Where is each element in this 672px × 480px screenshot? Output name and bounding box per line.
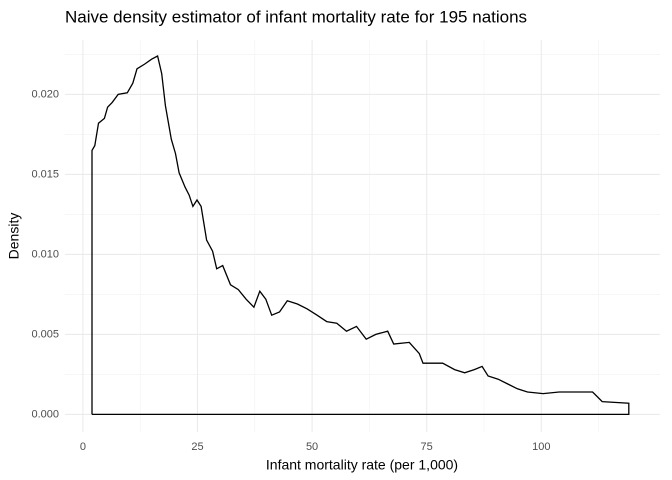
y-axis-title: Density [6, 213, 22, 260]
y-tick-label: 0.005 [31, 328, 59, 340]
y-tick-label: 0.020 [31, 88, 59, 100]
marks [91, 55, 630, 416]
x-axis-title: Infant mortality rate (per 1,000) [266, 457, 458, 473]
x-tick-label: 100 [532, 441, 550, 453]
x-tick-label: 50 [306, 441, 318, 453]
chart-title: Naive density estimator of infant mortal… [65, 7, 527, 26]
x-tick-label: 0 [80, 441, 86, 453]
y-tick-label: 0.010 [31, 248, 59, 260]
x-tick-label: 75 [421, 441, 433, 453]
y-tick-label: 0.000 [31, 408, 59, 420]
y-tick-label: 0.015 [31, 168, 59, 180]
density-line [91, 55, 630, 416]
grid [65, 40, 660, 432]
x-tick-label: 25 [191, 441, 203, 453]
